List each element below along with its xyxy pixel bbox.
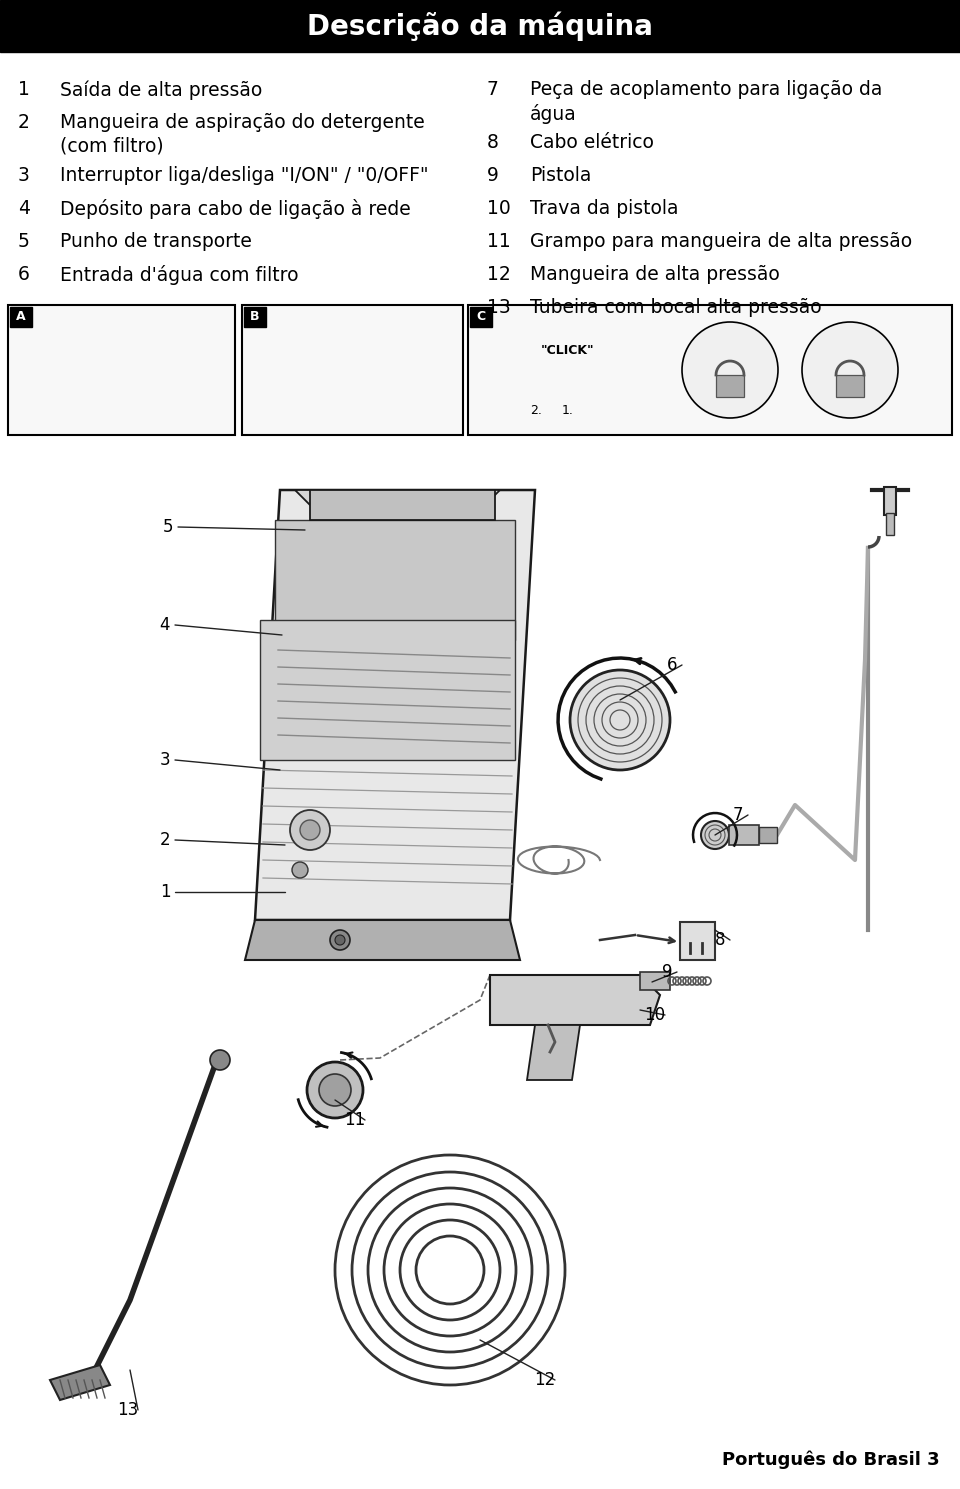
Text: 2: 2 [18,113,30,133]
Text: A: A [16,311,26,323]
Text: Peça de acoplamento para ligação da: Peça de acoplamento para ligação da [530,80,882,98]
Text: B: B [251,311,260,323]
Text: 12: 12 [535,1371,556,1389]
Text: C: C [476,311,486,323]
Bar [836,375,864,398]
Bar [759,826,777,843]
Polygon shape [255,490,535,920]
Text: 2.: 2. [530,404,542,417]
Circle shape [335,935,345,946]
Circle shape [290,810,330,850]
Text: Cabo elétrico: Cabo elétrico [530,133,654,152]
Text: 4: 4 [159,616,170,634]
Text: Interruptor liga/desliga "I/ON" / "0/OFF": Interruptor liga/desliga "I/ON" / "0/OFF… [60,165,428,185]
Text: 1: 1 [159,883,170,901]
Text: 4: 4 [18,200,30,217]
Circle shape [682,322,778,418]
Polygon shape [527,1024,580,1080]
Text: Trava da pistola: Trava da pistola [530,200,679,217]
Bar [310,490,495,520]
Text: Punho de transporte: Punho de transporte [60,232,252,252]
Bar [884,487,896,515]
Text: 3: 3 [159,750,170,768]
Text: 11: 11 [487,232,511,252]
Text: "CLICK": "CLICK" [541,344,595,356]
Bar [680,922,715,960]
Bar [729,825,759,844]
Text: 10: 10 [487,200,511,217]
Bar [10,307,32,328]
Text: 10: 10 [644,1007,665,1024]
Bar [242,305,463,435]
Text: 7: 7 [732,806,743,823]
Bar [260,619,515,759]
Text: 6: 6 [18,265,30,284]
Bar [716,375,744,398]
Circle shape [292,862,308,879]
Text: 2: 2 [159,831,170,849]
Text: 5: 5 [18,232,30,252]
Polygon shape [245,920,520,960]
Circle shape [330,931,350,950]
Bar [886,514,894,535]
Text: Pistola: Pistola [530,165,591,185]
Text: 8: 8 [487,133,499,152]
Bar [470,307,492,328]
Text: 1: 1 [18,80,30,98]
Text: Entrada d'água com filtro: Entrada d'água com filtro [60,265,299,284]
Circle shape [300,820,320,840]
Text: Descrição da máquina: Descrição da máquina [307,12,653,40]
Text: Mangueira de aspiração do detergente: Mangueira de aspiração do detergente [60,113,424,133]
Text: 1.: 1. [562,404,574,417]
Circle shape [210,1050,230,1071]
Circle shape [319,1074,351,1106]
Text: Depósito para cabo de ligação à rede: Depósito para cabo de ligação à rede [60,200,411,219]
Circle shape [307,1062,363,1118]
Bar [0,0,960,52]
Text: 11: 11 [345,1111,366,1129]
Text: 13: 13 [117,1401,138,1419]
Bar [468,305,952,435]
Bar [8,305,235,435]
Text: água: água [530,104,577,124]
Polygon shape [295,490,500,511]
Text: 3: 3 [18,165,30,185]
Text: 12: 12 [487,265,511,284]
Text: Mangueira de alta pressão: Mangueira de alta pressão [530,265,780,284]
Bar [640,972,670,990]
Text: 7: 7 [487,80,499,98]
Text: 8: 8 [715,931,725,948]
Text: 9: 9 [487,165,499,185]
Text: Grampo para mangueira de alta pressão: Grampo para mangueira de alta pressão [530,232,912,252]
Circle shape [701,820,729,849]
Text: (com filtro): (com filtro) [60,137,163,156]
Text: 9: 9 [661,963,672,981]
Circle shape [802,322,898,418]
Text: Saída de alta pressão: Saída de alta pressão [60,80,262,100]
Polygon shape [50,1365,110,1400]
Text: 6: 6 [667,657,677,675]
Circle shape [570,670,670,770]
Bar [275,520,515,640]
Text: Tubeira com bocal alta pressão: Tubeira com bocal alta pressão [530,298,822,317]
Text: 5: 5 [163,518,173,536]
Polygon shape [490,975,660,1024]
Bar [244,307,266,328]
Text: 13: 13 [487,298,511,317]
Text: Português do Brasil 3: Português do Brasil 3 [722,1450,940,1470]
